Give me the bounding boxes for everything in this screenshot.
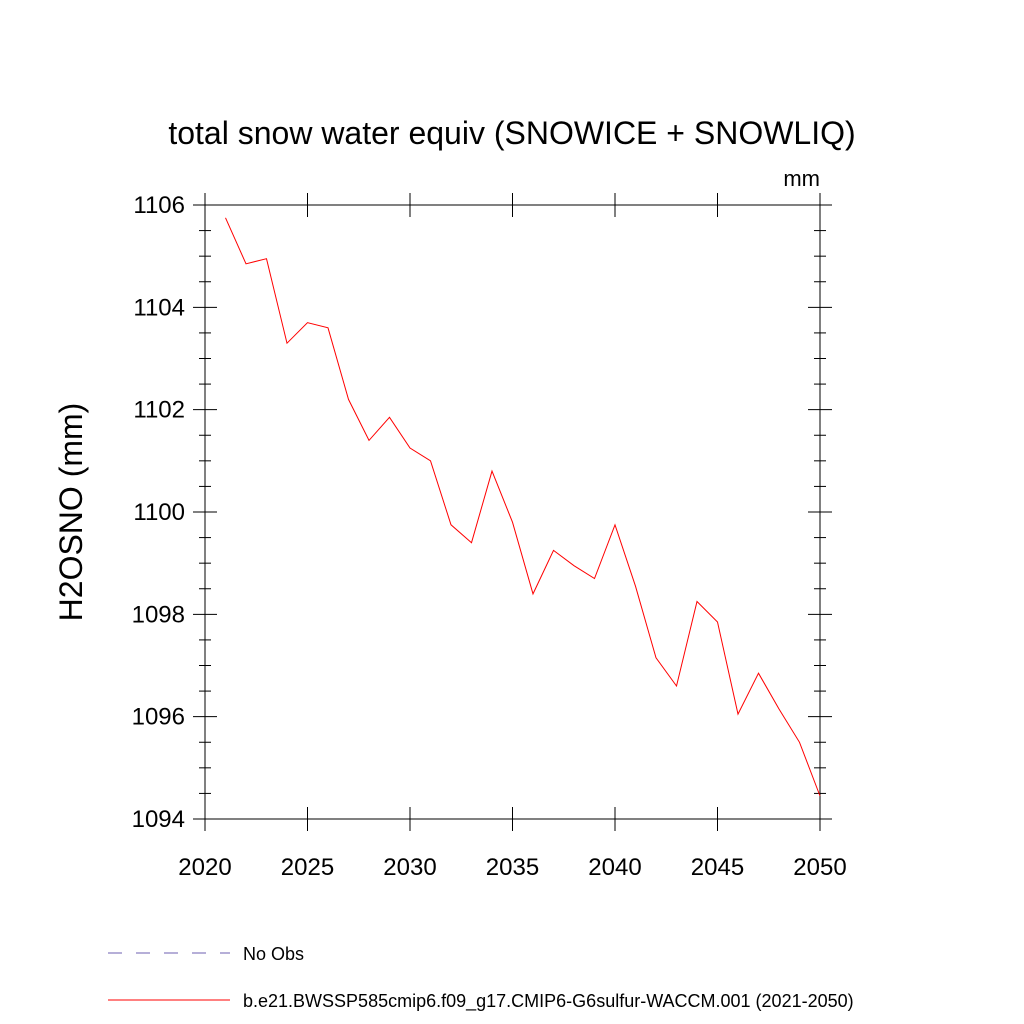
y-tick-label: 1098: [132, 601, 185, 628]
y-axis-label: H2OSNO (mm): [53, 403, 89, 622]
x-tick-label: 2050: [793, 854, 846, 881]
x-tick-label: 2025: [281, 854, 334, 881]
plot-frame: [204, 204, 821, 820]
chart-title: total snow water equiv (SNOWICE + SNOWLI…: [168, 115, 855, 151]
y-tick-label: 1100: [133, 499, 185, 526]
y-tick-label: 1096: [132, 704, 185, 731]
y-tick-label: 1106: [133, 192, 185, 219]
series-line: [225, 217, 821, 797]
x-tick-label: 2040: [588, 854, 641, 881]
x-tick-label: 2030: [383, 854, 436, 881]
x-tick-label: 2045: [691, 854, 744, 881]
legend: No Obs b.e21.BWSSP585cmip6.f09_g17.CMIP6-…: [108, 944, 854, 1012]
y-tick-label: 1102: [133, 397, 185, 424]
x-axis: 2020 2025 2030 2035 2040 2045 2050: [178, 193, 847, 881]
y-tick-label: 1094: [132, 806, 185, 833]
series-layer: [225, 217, 821, 797]
legend-label: No Obs: [243, 944, 304, 964]
y-tick-label: 1104: [133, 294, 185, 321]
legend-label: b.e21.BWSSP585cmip6.f09_g17.CMIP6-G6sulf…: [243, 991, 854, 1012]
units-label: mm: [783, 166, 820, 191]
x-tick-label: 2035: [486, 854, 539, 881]
x-tick-label: 2020: [178, 854, 231, 881]
y-axis: 1094 1096 1098 1100 1102 1104 1106: [132, 192, 832, 833]
